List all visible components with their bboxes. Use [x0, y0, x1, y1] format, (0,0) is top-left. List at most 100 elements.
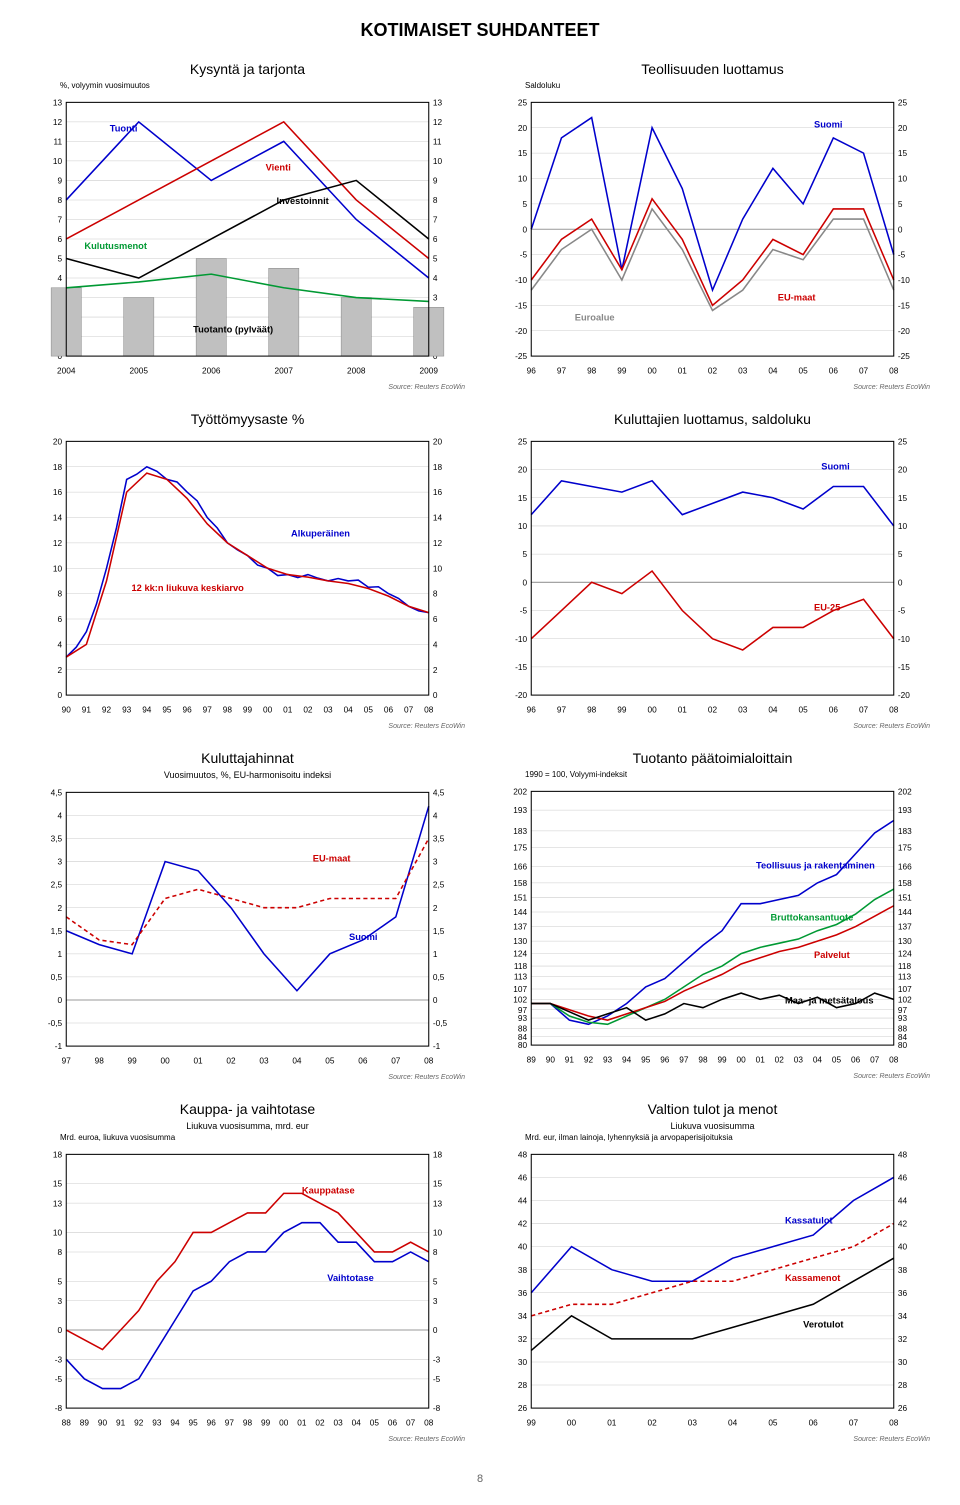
svg-text:97: 97	[518, 1006, 528, 1015]
chart-svg-kuluttajien: -20-20-15-15-10-10-5-5005510101515202025…	[495, 431, 930, 721]
svg-text:10: 10	[53, 564, 63, 573]
svg-text:10: 10	[518, 522, 528, 531]
svg-text:183: 183	[513, 827, 527, 836]
svg-text:94: 94	[170, 1419, 180, 1428]
chart-svg-tuotanto: 8080848488889393979710210210710711311311…	[495, 781, 930, 1071]
svg-text:144: 144	[898, 908, 912, 917]
svg-text:00: 00	[279, 1419, 289, 1428]
svg-text:03: 03	[738, 367, 748, 376]
svg-text:5: 5	[898, 550, 903, 559]
chart-kuluttajien: Kuluttajien luottamus, saldoluku -20-20-…	[495, 411, 930, 730]
svg-text:-0,5: -0,5	[48, 1019, 63, 1028]
svg-text:Vaihtotase: Vaihtotase	[327, 1273, 374, 1283]
svg-text:16: 16	[433, 488, 443, 497]
svg-text:08: 08	[889, 367, 899, 376]
svg-text:2008: 2008	[347, 367, 366, 376]
svg-text:0,5: 0,5	[433, 973, 445, 982]
svg-text:42: 42	[518, 1220, 528, 1229]
svg-text:8: 8	[433, 590, 438, 599]
svg-text:5: 5	[522, 550, 527, 559]
svg-text:36: 36	[518, 1289, 528, 1298]
chart-title: Valtion tulot ja menot	[495, 1101, 930, 1117]
svg-text:Tuonti: Tuonti	[110, 124, 138, 134]
svg-text:48: 48	[518, 1150, 528, 1159]
svg-text:99: 99	[128, 1057, 138, 1066]
svg-text:04: 04	[728, 1419, 738, 1428]
svg-text:2: 2	[433, 666, 438, 675]
svg-text:166: 166	[898, 862, 912, 871]
svg-text:124: 124	[898, 950, 912, 959]
svg-text:3: 3	[433, 858, 438, 867]
svg-text:03: 03	[323, 706, 333, 715]
svg-text:01: 01	[193, 1057, 203, 1066]
chart-source: Source: Reuters EcoWin	[30, 384, 465, 391]
chart-note: 1990 = 100, Volyymi-indeksit	[495, 770, 930, 779]
svg-text:06: 06	[384, 706, 394, 715]
svg-text:38: 38	[518, 1266, 528, 1275]
svg-text:95: 95	[641, 1056, 651, 1065]
svg-text:08: 08	[424, 1419, 434, 1428]
svg-text:99: 99	[527, 1419, 537, 1428]
svg-text:130: 130	[898, 937, 912, 946]
svg-text:00: 00	[567, 1419, 577, 1428]
svg-text:10: 10	[898, 522, 908, 531]
svg-text:8: 8	[57, 590, 62, 599]
svg-text:8: 8	[57, 196, 62, 205]
svg-text:15: 15	[433, 1180, 443, 1189]
svg-text:-8: -8	[433, 1404, 441, 1413]
svg-text:151: 151	[513, 894, 527, 903]
svg-text:15: 15	[518, 149, 528, 158]
svg-text:20: 20	[898, 466, 908, 475]
svg-text:20: 20	[518, 124, 528, 133]
svg-text:1,5: 1,5	[51, 927, 63, 936]
svg-text:2007: 2007	[275, 367, 294, 376]
svg-text:-25: -25	[515, 352, 527, 361]
svg-text:-20: -20	[898, 691, 910, 700]
svg-text:96: 96	[207, 1419, 217, 1428]
svg-text:06: 06	[829, 367, 839, 376]
svg-text:Teollisuus ja rakentaminen: Teollisuus ja rakentaminen	[756, 860, 875, 870]
svg-text:0: 0	[433, 691, 438, 700]
svg-text:-0,5: -0,5	[433, 1019, 448, 1028]
svg-text:14: 14	[433, 514, 443, 523]
svg-text:44: 44	[518, 1197, 528, 1206]
svg-text:98: 98	[243, 1419, 253, 1428]
svg-text:89: 89	[527, 1056, 537, 1065]
svg-text:26: 26	[518, 1404, 528, 1413]
svg-text:08: 08	[889, 1056, 899, 1065]
svg-text:30: 30	[518, 1358, 528, 1367]
svg-text:158: 158	[898, 879, 912, 888]
svg-text:97: 97	[898, 1006, 908, 1015]
svg-text:28: 28	[898, 1381, 908, 1390]
svg-text:Kulutusmenot: Kulutusmenot	[84, 241, 147, 251]
chart-tyottomyys: Työttömyysaste % 00224466881010121214141…	[30, 411, 465, 730]
svg-text:151: 151	[898, 894, 912, 903]
svg-text:25: 25	[898, 437, 908, 446]
svg-text:13: 13	[433, 1199, 443, 1208]
svg-text:93: 93	[603, 1056, 613, 1065]
svg-text:2: 2	[433, 904, 438, 913]
svg-text:-3: -3	[433, 1355, 441, 1364]
svg-text:98: 98	[95, 1057, 105, 1066]
svg-text:202: 202	[513, 787, 527, 796]
svg-text:Kassatulot: Kassatulot	[785, 1216, 833, 1226]
svg-text:Vienti: Vienti	[266, 163, 291, 173]
svg-text:06: 06	[851, 1056, 861, 1065]
svg-text:00: 00	[737, 1056, 747, 1065]
svg-text:202: 202	[898, 787, 912, 796]
chart-source: Source: Reuters EcoWin	[495, 1073, 930, 1080]
svg-text:2,5: 2,5	[51, 881, 63, 890]
svg-text:18: 18	[433, 1150, 443, 1159]
svg-text:03: 03	[334, 1419, 344, 1428]
svg-text:89: 89	[80, 1419, 90, 1428]
chart-subtitle: Vuosimuutos, %, EU-harmonisoitu indeksi	[30, 770, 465, 780]
svg-text:01: 01	[678, 367, 688, 376]
svg-text:0: 0	[522, 578, 527, 587]
svg-text:Kassamenot: Kassamenot	[785, 1273, 840, 1283]
svg-text:04: 04	[344, 706, 354, 715]
svg-text:193: 193	[513, 806, 527, 815]
svg-text:-10: -10	[515, 276, 527, 285]
svg-text:80: 80	[898, 1041, 908, 1050]
svg-text:12 kk:n liukuva keskiarvo: 12 kk:n liukuva keskiarvo	[132, 583, 245, 593]
svg-text:92: 92	[102, 706, 112, 715]
